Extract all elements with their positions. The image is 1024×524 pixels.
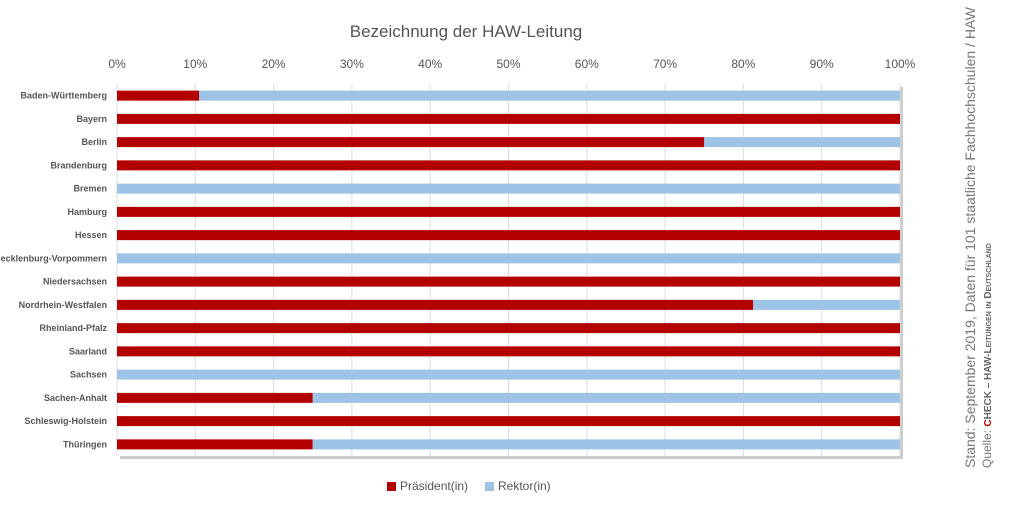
category-label: Bayern (76, 114, 107, 124)
bar-praesident (117, 160, 900, 171)
category-label: Thüringen (63, 439, 107, 449)
category-label: Bremen (73, 184, 107, 194)
x-tick-label: 90% (810, 57, 834, 71)
category-label: Hamburg (67, 207, 107, 217)
x-tick-label: 70% (653, 57, 677, 71)
source-quelle: Quelle: CHECK – HAW-Leitungen in Deutsch… (980, 243, 994, 468)
category-label: Nordrhein-Westfalen (19, 300, 107, 310)
brand-name: HECK – HAW-Leitungen in Deutschland (983, 243, 994, 420)
bar-rektor (312, 439, 900, 450)
legend-swatch (387, 481, 396, 491)
legend-item-praesident: Präsident(in) (387, 479, 468, 493)
category-label: Berlin (81, 137, 107, 147)
x-tick-label: 60% (575, 57, 599, 71)
legend-label: Rektor(in) (498, 479, 551, 493)
bar-praesident (117, 323, 900, 334)
bar-rektor (117, 253, 900, 264)
bar-praesident (117, 230, 900, 241)
x-tick-label: 100% (885, 57, 916, 71)
category-label: Saarland (69, 346, 107, 356)
chart-title: Bezeichnung der HAW-Leitung (349, 22, 583, 41)
bar-praesident (117, 206, 900, 217)
bar-praesident (117, 439, 313, 450)
bar-praesident (117, 346, 900, 357)
category-label: Hessen (75, 230, 107, 240)
bar-praesident (117, 299, 754, 310)
category-label: Sachsen (70, 370, 107, 380)
bar-praesident (117, 276, 900, 287)
category-label: Rheinland-Pfalz (39, 323, 107, 333)
category-label: Schleswig-Holstein (24, 416, 107, 426)
category-label: Mecklenburg-Vorpommern (0, 253, 107, 263)
x-tick-label: 0% (108, 57, 126, 71)
bar-rektor (117, 183, 900, 194)
x-tick-label: 40% (418, 57, 442, 71)
x-tick-label: 50% (496, 57, 520, 71)
category-label: Niedersachsen (43, 277, 107, 287)
category-label: Baden-Württemberg (20, 91, 107, 101)
bar-praesident (117, 90, 200, 101)
bar-rektor (704, 137, 900, 148)
bar-rektor (753, 299, 900, 310)
x-tick-label: 20% (262, 57, 286, 71)
bar-rektor (312, 392, 900, 403)
x-tick-label: 30% (340, 57, 364, 71)
bar-rektor (199, 90, 901, 101)
bar-rektor (117, 369, 900, 380)
source-prefix: Quelle: (980, 426, 994, 468)
category-label: Sachen-Anhalt (44, 393, 107, 403)
category-label: Brandenburg (50, 160, 107, 170)
legend-item-rektor: Rektor(in) (485, 479, 551, 493)
brand-c: C (983, 419, 994, 427)
bar-praesident (117, 392, 313, 403)
legend-label: Präsident(in) (400, 479, 469, 493)
x-tick-label: 10% (183, 57, 207, 71)
bar-praesident (117, 416, 900, 427)
bar-praesident (117, 137, 705, 148)
source-stand: Stand: September 2019, Daten für 101 sta… (962, 7, 978, 468)
x-tick-label: 80% (731, 57, 755, 71)
bar-praesident (117, 113, 900, 124)
legend-swatch (485, 481, 494, 491)
